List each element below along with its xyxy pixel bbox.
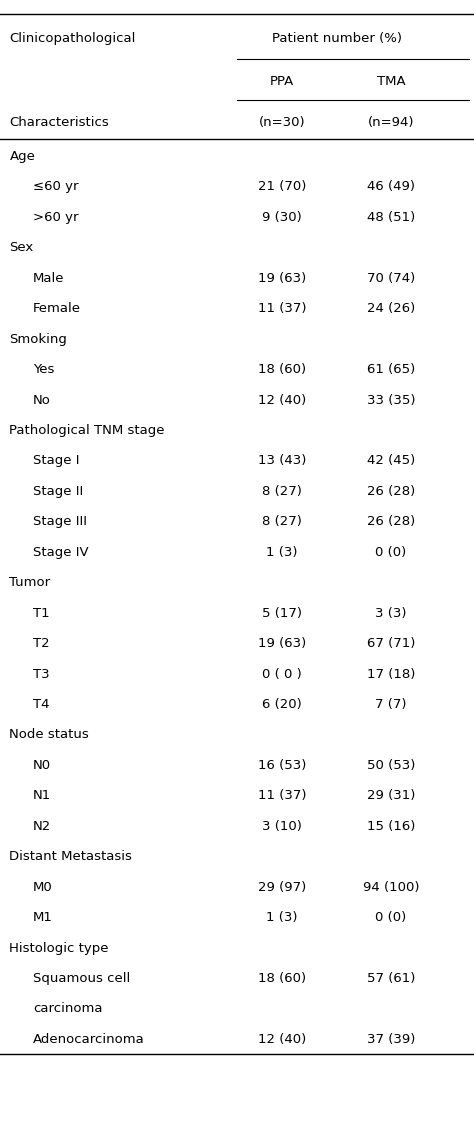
- Text: 18 (60): 18 (60): [258, 364, 306, 376]
- Text: 8 (27): 8 (27): [262, 516, 302, 528]
- Text: 48 (51): 48 (51): [367, 211, 415, 224]
- Text: N0: N0: [33, 759, 51, 771]
- Text: 11 (37): 11 (37): [258, 302, 306, 315]
- Text: 9 (30): 9 (30): [262, 211, 302, 224]
- Text: 29 (97): 29 (97): [258, 880, 306, 894]
- Text: N1: N1: [33, 790, 52, 802]
- Text: ≤60 yr: ≤60 yr: [33, 181, 79, 193]
- Text: Stage II: Stage II: [33, 485, 83, 498]
- Text: T4: T4: [33, 698, 50, 711]
- Text: M1: M1: [33, 911, 53, 924]
- Text: 57 (61): 57 (61): [367, 972, 415, 985]
- Text: 1 (3): 1 (3): [266, 911, 298, 924]
- Text: (n=30): (n=30): [259, 116, 305, 128]
- Text: 0 (0): 0 (0): [375, 911, 407, 924]
- Text: 15 (16): 15 (16): [367, 820, 415, 833]
- Text: 7 (7): 7 (7): [375, 698, 407, 711]
- Text: Clinicopathological: Clinicopathological: [9, 32, 136, 44]
- Text: Sex: Sex: [9, 241, 34, 254]
- Text: Patient number (%): Patient number (%): [272, 32, 401, 44]
- Text: carcinoma: carcinoma: [33, 1002, 103, 1016]
- Text: 24 (26): 24 (26): [367, 302, 415, 315]
- Text: Distant Metastasis: Distant Metastasis: [9, 850, 132, 863]
- Text: T1: T1: [33, 607, 50, 619]
- Text: Yes: Yes: [33, 364, 55, 376]
- Text: Characteristics: Characteristics: [9, 116, 109, 128]
- Text: Stage III: Stage III: [33, 516, 87, 528]
- Text: Pathological TNM stage: Pathological TNM stage: [9, 424, 165, 437]
- Text: Squamous cell: Squamous cell: [33, 972, 130, 985]
- Text: 5 (17): 5 (17): [262, 607, 302, 619]
- Text: 8 (27): 8 (27): [262, 485, 302, 498]
- Text: 42 (45): 42 (45): [367, 454, 415, 467]
- Text: 6 (20): 6 (20): [262, 698, 302, 711]
- Text: 12 (40): 12 (40): [258, 1033, 306, 1046]
- Text: 46 (49): 46 (49): [367, 181, 415, 193]
- Text: >60 yr: >60 yr: [33, 211, 79, 224]
- Text: 13 (43): 13 (43): [258, 454, 306, 467]
- Text: T3: T3: [33, 668, 50, 680]
- Text: 33 (35): 33 (35): [367, 393, 415, 407]
- Text: 67 (71): 67 (71): [367, 637, 415, 650]
- Text: (n=94): (n=94): [368, 116, 414, 128]
- Text: 26 (28): 26 (28): [367, 516, 415, 528]
- Text: 94 (100): 94 (100): [363, 880, 419, 894]
- Text: 1 (3): 1 (3): [266, 545, 298, 559]
- Text: Age: Age: [9, 150, 36, 162]
- Text: Stage I: Stage I: [33, 454, 80, 467]
- Text: 19 (63): 19 (63): [258, 272, 306, 285]
- Text: 21 (70): 21 (70): [258, 181, 306, 193]
- Text: 0 (0): 0 (0): [375, 545, 407, 559]
- Text: 0 ( 0 ): 0 ( 0 ): [262, 668, 302, 680]
- Text: 70 (74): 70 (74): [367, 272, 415, 285]
- Text: 50 (53): 50 (53): [367, 759, 415, 771]
- Text: 61 (65): 61 (65): [367, 364, 415, 376]
- Text: Node status: Node status: [9, 728, 89, 742]
- Text: 29 (31): 29 (31): [367, 790, 415, 802]
- Text: Adenocarcinoma: Adenocarcinoma: [33, 1033, 145, 1046]
- Text: Stage IV: Stage IV: [33, 545, 89, 559]
- Text: 26 (28): 26 (28): [367, 485, 415, 498]
- Text: TMA: TMA: [377, 75, 405, 87]
- Text: 18 (60): 18 (60): [258, 972, 306, 985]
- Text: No: No: [33, 393, 51, 407]
- Text: Smoking: Smoking: [9, 333, 67, 345]
- Text: N2: N2: [33, 820, 52, 833]
- Text: 16 (53): 16 (53): [258, 759, 306, 771]
- Text: M0: M0: [33, 880, 53, 894]
- Text: 11 (37): 11 (37): [258, 790, 306, 802]
- Text: Female: Female: [33, 302, 81, 315]
- Text: 3 (3): 3 (3): [375, 607, 407, 619]
- Text: Tumor: Tumor: [9, 576, 51, 590]
- Text: 17 (18): 17 (18): [367, 668, 415, 680]
- Text: PPA: PPA: [270, 75, 294, 87]
- Text: 3 (10): 3 (10): [262, 820, 302, 833]
- Text: 37 (39): 37 (39): [367, 1033, 415, 1046]
- Text: Male: Male: [33, 272, 64, 285]
- Text: 12 (40): 12 (40): [258, 393, 306, 407]
- Text: T2: T2: [33, 637, 50, 650]
- Text: Histologic type: Histologic type: [9, 942, 109, 954]
- Text: 19 (63): 19 (63): [258, 637, 306, 650]
